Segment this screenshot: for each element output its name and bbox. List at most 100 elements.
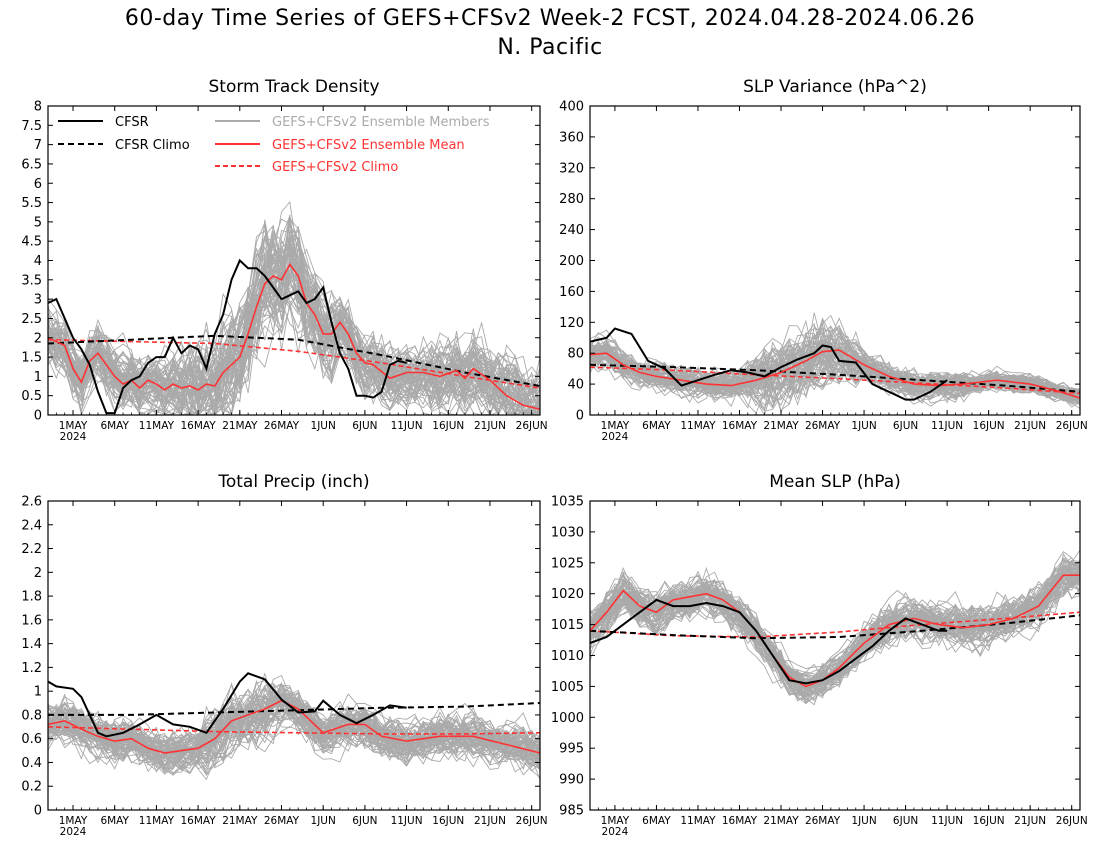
title-line-1: 60-day Time Series of GEFS+CFSv2 Week-2 … [124,6,976,31]
y-tick-label: 360 [559,130,584,145]
y-tick-label: 990 [559,773,584,788]
series-gefs-cfsv2-ensemble-mean [48,699,540,754]
x-tick-label: 16MAY [722,815,758,827]
y-tick-label: 1025 [551,556,584,571]
y-tick-label: 280 [559,192,584,207]
y-tick-label: 2 [34,566,42,581]
x-tick-label: 16JUN [973,815,1005,827]
y-tick-label: 1000 [551,711,584,726]
x-tick-label: 6MAY [100,815,129,827]
y-tick-label: 1010 [551,649,584,664]
x-tick-label: 2024 [60,431,87,443]
y-tick-label: 1020 [551,587,584,602]
x-tick-label: 26JUN [516,420,548,432]
series-cfsr-climo [48,334,540,387]
y-tick-label: 7 [34,138,42,153]
y-tick-label: 2.6 [21,495,42,510]
x-tick-label: 6JUN [893,815,918,827]
x-tick-label: 1MAY [601,420,630,432]
x-tick-label: 21JUN [474,420,506,432]
ensemble-member-line [48,247,540,414]
y-tick-label: 400 [559,100,584,115]
series-cfsr [48,672,407,738]
ensemble-member-line [590,549,1080,702]
y-tick-label: 6 [34,177,42,192]
y-tick-label: 1.8 [21,590,42,605]
x-tick-label: 11JUN [931,420,963,432]
legend-climo-label: GEFS+CFSv2 Climo [272,160,398,175]
plot-frame [47,500,541,811]
y-tick-label: 0.2 [21,780,42,795]
x-tick-label: 21MAY [222,420,258,432]
x-tick-label: 2024 [602,431,629,443]
y-tick-label: 2 [34,331,42,346]
x-tick-label: 11JUN [931,815,963,827]
x-tick-label: 1MAY [59,815,88,827]
y-tick-label: 7.5 [21,119,42,134]
y-tick-label: 3.5 [21,273,42,288]
x-tick-label: 2024 [602,826,629,838]
x-tick-label: 6MAY [100,420,129,432]
x-tick-label: 16JUN [973,420,1005,432]
ensemble-member-line [48,238,540,415]
x-tick-label: 11MAY [680,815,716,827]
y-tick-label: 2.2 [21,542,42,557]
panel-title: Total Precip (inch) [217,472,369,492]
ensemble-member-line [590,339,1080,395]
chart-panel-2: SLP Variance (hPa^2) 0 40 80 120 160 200 240 280… [559,77,1088,443]
x-tick-label: 1JUN [311,815,336,827]
y-tick-label: 1005 [551,680,584,695]
y-tick-label: 4.5 [21,235,42,250]
ensemble-members [590,549,1080,706]
y-tick-label: 0 [34,804,42,819]
x-tick-label: 16MAY [181,815,217,827]
series-gefs-cfsv2-climo [48,338,540,389]
x-tick-label: 1JUN [851,815,876,827]
ensemble-member-line [48,256,540,415]
ensemble-member-line [590,312,1080,404]
x-tick-label: 1JUN [311,420,336,432]
x-tick-label: 21MAY [222,815,258,827]
series-cfsr [48,258,407,415]
x-tick-label: 2024 [60,826,87,838]
y-tick-label: 1030 [551,525,584,540]
ensemble-member-line [590,572,1080,679]
x-tick-label: 6JUN [893,420,918,432]
y-tick-label: 1.5 [21,351,42,366]
x-tick-label: 6JUN [352,815,377,827]
x-tick-label: 16MAY [722,420,758,432]
y-tick-label: 0.5 [21,389,42,404]
x-tick-label: 11JUN [391,420,423,432]
y-tick-label: 120 [559,316,584,331]
series-cfsr-climo [590,363,1080,393]
y-tick-label: 3 [34,293,42,308]
x-tick-label: 26MAY [805,815,841,827]
x-tick-label: 11JUN [391,815,423,827]
series-gefs-cfsv2-ensemble-mean [590,349,1080,399]
x-tick-label: 26MAY [264,420,300,432]
y-tick-label: 160 [559,285,584,300]
y-tick-label: 80 [567,347,584,362]
y-tick-label: 2.5 [21,312,42,327]
ensemble-member-line [590,564,1080,689]
y-tick-label: 1 [34,685,42,700]
y-tick-label: 2.4 [21,518,42,533]
ensemble-member-line [48,255,540,415]
series-cfsr-climo [590,614,1080,640]
chart-panel-3: Total Precip (inch) 0 0.2 0.4 0.6 0.8 1 1.2 1.4 1… [21,472,547,838]
y-tick-label: 1 [34,370,42,385]
x-tick-label: 11MAY [139,815,175,827]
y-tick-label: 200 [559,254,584,269]
y-tick-label: 5 [34,215,42,230]
y-tick-label: 1.4 [21,637,42,652]
x-tick-label: 1MAY [601,815,630,827]
panel-title: Mean SLP (hPa) [769,472,901,492]
series-cfsr-climo [48,702,540,716]
y-tick-label: 995 [559,742,584,757]
y-tick-label: 4 [34,254,42,269]
y-tick-label: 1015 [551,618,584,633]
ensemble-members [48,672,540,781]
y-tick-label: 0 [576,409,584,424]
y-tick-label: 0 [34,409,42,424]
